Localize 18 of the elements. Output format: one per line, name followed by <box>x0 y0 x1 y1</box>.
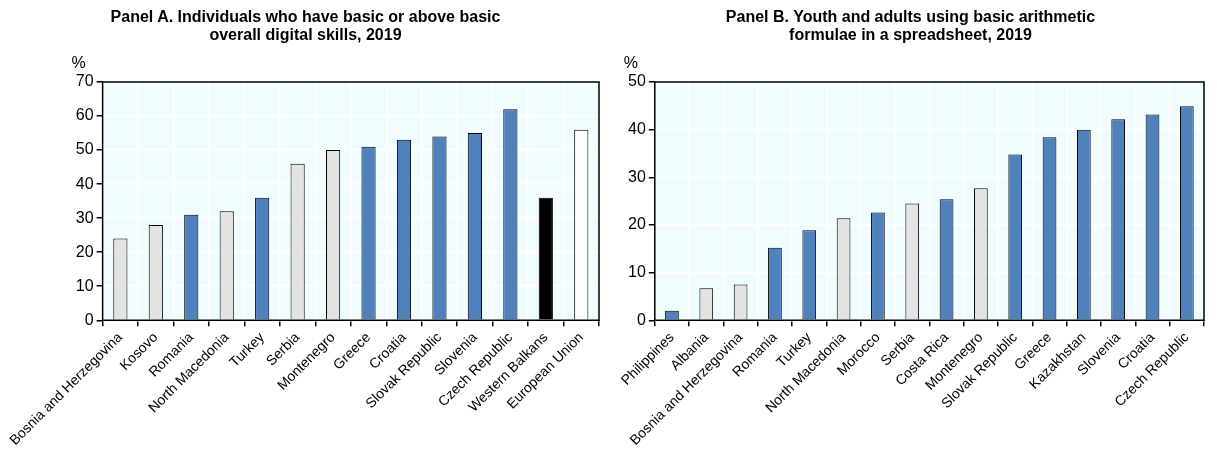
y-tick-label: 40 <box>75 174 94 192</box>
y-tick-label: 30 <box>75 208 94 226</box>
y-tick-label: 10 <box>628 263 646 281</box>
y-tick-label: 20 <box>75 242 94 260</box>
y-axis-title: % <box>71 54 86 72</box>
y-tick-label: 0 <box>636 310 646 328</box>
y-tick-label: 70 <box>75 72 94 90</box>
y-tick-label: 20 <box>628 215 646 233</box>
y-tick-label: 60 <box>75 106 94 124</box>
y-tick-label: 0 <box>84 310 94 328</box>
y-tick-label: 50 <box>628 72 646 90</box>
y-tick-label: 30 <box>628 167 646 185</box>
y-tick-label: 40 <box>628 120 646 138</box>
y-axis-title: % <box>623 54 638 72</box>
chart-title: Panel B. Youth and adults using basic arithmetic formulae in a spreadsheet, 2019 <box>724 8 1097 45</box>
y-tick-label: 10 <box>75 276 94 294</box>
y-tick-label: 50 <box>75 140 94 158</box>
chart-title: Panel A. Individuals who have basic or above basic overall digital skills, 2019 <box>109 8 502 45</box>
